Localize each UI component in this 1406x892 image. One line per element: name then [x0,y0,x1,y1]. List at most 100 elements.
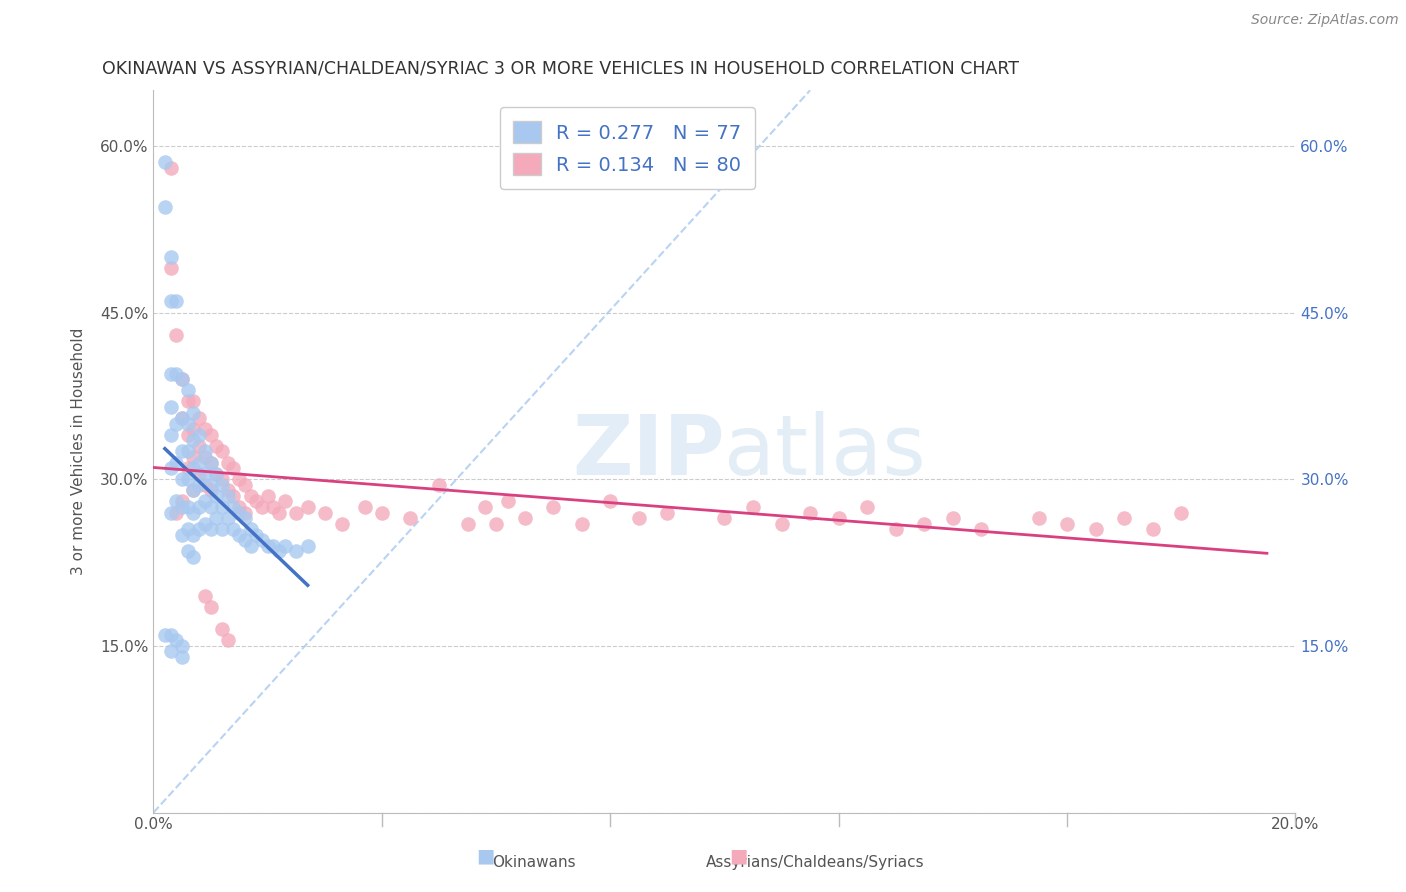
Point [183,527,205,541]
Point [205,439,228,453]
Point [211,472,233,486]
Point [239,539,262,553]
Point [217,511,239,525]
Point [742,500,765,514]
Point [485,516,508,531]
Point [170,411,193,425]
Text: atlas: atlas [724,411,927,491]
Point [200,427,222,442]
Point [571,516,593,531]
Point [211,522,233,536]
Point [170,527,193,541]
Point [371,506,394,520]
Point [239,489,262,503]
Point [188,427,211,442]
Point [274,539,297,553]
Point [233,477,256,491]
Point [153,200,176,214]
Point [165,294,187,309]
Point [194,422,217,436]
Point [245,494,267,508]
Point [200,456,222,470]
Point [200,477,222,491]
Point [194,477,217,491]
Point [194,444,217,458]
Point [657,506,679,520]
Point [170,444,193,458]
Point [159,367,181,381]
Point [177,427,200,442]
Point [183,422,205,436]
Point [165,456,187,470]
Point [170,411,193,425]
Point [183,483,205,498]
Point [222,522,245,536]
Point [1142,522,1164,536]
Point [627,511,650,525]
Point [217,483,239,498]
Point [200,599,222,614]
Point [183,394,205,409]
Point [159,294,181,309]
Point [970,522,993,536]
Point [194,467,217,481]
Point [217,489,239,503]
Point [713,511,735,525]
Point [194,516,217,531]
Text: ■: ■ [475,847,495,865]
Text: Okinawans: Okinawans [492,855,576,870]
Point [165,633,187,648]
Point [262,500,284,514]
Point [496,494,519,508]
Point [177,461,200,475]
Point [228,506,250,520]
Point [188,439,211,453]
Point [153,628,176,642]
Point [1114,511,1136,525]
Point [200,500,222,514]
Point [188,522,211,536]
Point [884,522,907,536]
Point [250,533,273,548]
Point [205,489,228,503]
Point [222,500,245,514]
Point [222,489,245,503]
Point [188,477,211,491]
Point [285,544,308,558]
Point [159,161,181,175]
Point [194,589,217,603]
Point [205,467,228,481]
Point [285,506,308,520]
Point [159,644,181,658]
Point [177,444,200,458]
Point [188,456,211,470]
Point [170,500,193,514]
Point [217,456,239,470]
Point [177,384,200,398]
Point [912,516,935,531]
Point [200,456,222,470]
Point [165,494,187,508]
Point [165,367,187,381]
Point [1084,522,1107,536]
Point [599,494,621,508]
Point [427,477,450,491]
Point [256,539,278,553]
Point [228,500,250,514]
Point [170,472,193,486]
Point [239,522,262,536]
Point [474,500,496,514]
Point [217,633,239,648]
Point [297,500,319,514]
Text: Source: ZipAtlas.com: Source: ZipAtlas.com [1251,13,1399,28]
Point [200,522,222,536]
Point [205,511,228,525]
Point [205,467,228,481]
Point [942,511,965,525]
Point [233,533,256,548]
Point [165,417,187,431]
Point [159,400,181,414]
Point [211,477,233,491]
Point [183,405,205,419]
Point [177,500,200,514]
